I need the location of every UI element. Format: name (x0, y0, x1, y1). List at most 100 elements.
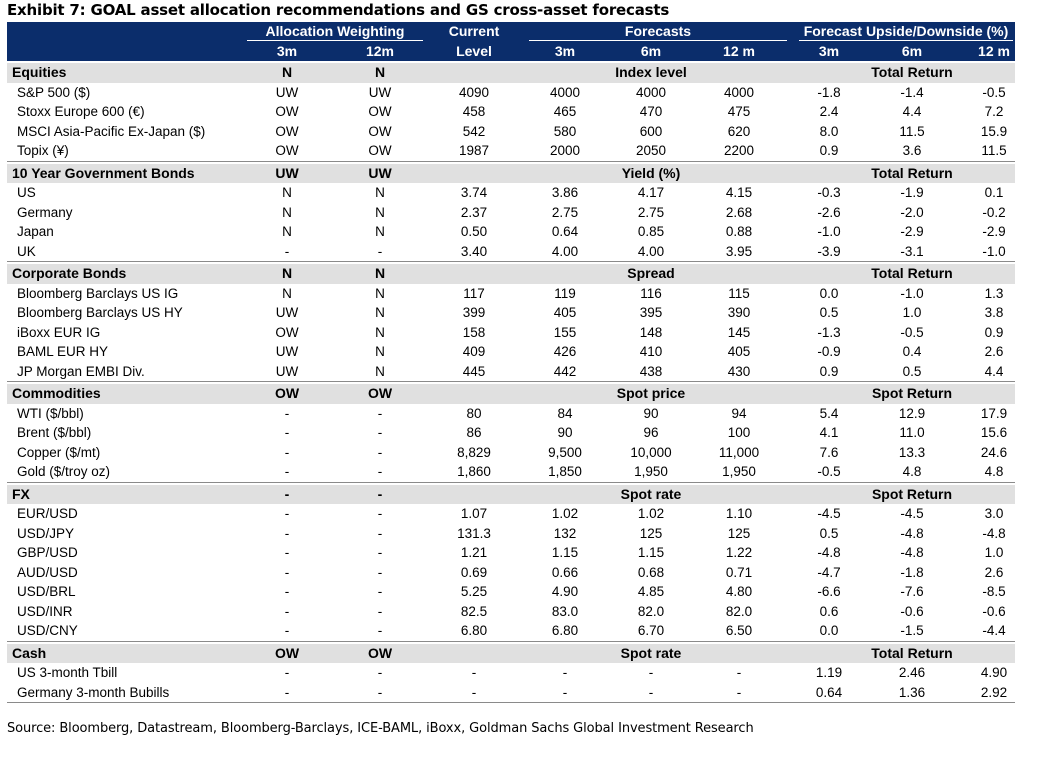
cell: 116 (640, 285, 662, 301)
cell: - (648, 684, 654, 700)
section-forecast-label: Index level (615, 64, 687, 80)
row-label: iBoxx EUR IG (17, 324, 101, 340)
cell: 15.9 (980, 123, 1008, 139)
cell: 1,850 (548, 464, 582, 479)
cell: N (282, 285, 292, 301)
cell: 8,829 (457, 444, 491, 460)
cell: -1.5 (900, 623, 924, 638)
cell: - (377, 405, 383, 421)
cell: -4.7 (817, 564, 841, 580)
cell: 117 (463, 285, 485, 301)
cell: 3.40 (460, 243, 488, 259)
row-label: BAML EUR HY (17, 344, 109, 359)
cell: 84 (557, 405, 573, 421)
row-label: USD/BRL (17, 584, 76, 599)
cell: 0.5 (819, 305, 839, 320)
cell: 2.75 (637, 204, 665, 220)
table-row: USD/JPY - - 131.3 132 125 125 0.5 -4.8 -4.8 (7, 524, 1015, 544)
cell: N (375, 224, 385, 239)
cell: -3.9 (817, 243, 841, 259)
section-forecast-label: Spot rate (620, 485, 682, 502)
cell: 86 (466, 425, 482, 440)
cell: 0.64 (815, 684, 843, 700)
cell: - (377, 584, 383, 599)
table-row: Topix (¥) OW OW 1987 2000 2050 2200 0.9 3.6 11.5 (7, 141, 1015, 161)
section-weight-3m: - (284, 485, 290, 502)
cell: - (471, 684, 477, 700)
header-forecasts: Forecasts (624, 23, 692, 39)
row-label: WTI ($/bbl) (17, 405, 84, 421)
cell: 426 (553, 344, 577, 359)
row-label: AUD/USD (17, 564, 78, 580)
section-name: FX (12, 485, 30, 502)
cell: 5.4 (819, 405, 839, 421)
cell: 82.0 (637, 603, 665, 619)
row-label: Brent ($/bbl) (17, 425, 92, 440)
table-row: EUR/USD - - 1.07 1.02 1.02 1.10 -4.5 -4.5 3.0 (7, 504, 1015, 524)
cell: 0.66 (551, 564, 579, 580)
cell: 3.8 (984, 305, 1004, 320)
cell: OW (368, 143, 392, 158)
header-sub-7: 6m (901, 42, 923, 59)
cell: 155 (553, 324, 577, 340)
cell: 1.36 (898, 684, 926, 700)
cell: 82.0 (725, 603, 753, 619)
cell: 4.15 (725, 185, 753, 200)
section-name: Commodities (12, 385, 101, 401)
header-underline (529, 40, 787, 41)
section-forecast-label: Yield (%) (621, 164, 681, 181)
cell: 24.6 (980, 444, 1008, 460)
cell: N (375, 285, 385, 301)
cell: -4.8 (817, 545, 841, 560)
cell: 1.15 (637, 545, 665, 560)
header-allocation-weighting: Allocation Weighting (265, 23, 405, 39)
cell: 4000 (549, 84, 581, 100)
section-divider (7, 160, 1015, 162)
cell: -0.3 (817, 185, 841, 200)
cell: 430 (727, 363, 751, 379)
cell: -2.0 (900, 204, 924, 220)
cell: 399 (462, 305, 486, 320)
cell: 0.0 (819, 285, 839, 301)
header-sub-3: 3m (554, 42, 576, 59)
cell: 438 (639, 363, 663, 379)
cell: -1.0 (817, 224, 841, 239)
cell: UW (275, 84, 299, 100)
cell: N (375, 344, 385, 359)
cell: N (375, 204, 385, 220)
cell: 4.8 (902, 464, 922, 479)
row-label: Topix (¥) (17, 143, 69, 158)
cell: -0.9 (817, 344, 841, 359)
cell: OW (275, 104, 299, 119)
section-name: Cash (12, 644, 47, 661)
cell: -1.0 (982, 243, 1006, 259)
cell: 13.3 (898, 444, 926, 460)
section-header: Commodities OW OW Spot price Spot Return (7, 384, 1015, 404)
header-sub-4: 6m (640, 42, 662, 59)
cell: 9,500 (548, 444, 582, 460)
cell: 1.21 (460, 545, 488, 560)
cell: 82.5 (460, 603, 488, 619)
cell: 90 (643, 405, 659, 421)
cell: 4.8 (984, 464, 1004, 479)
cell: 2.68 (725, 204, 753, 220)
cell: 542 (462, 123, 486, 139)
cell: 7.2 (984, 104, 1004, 119)
cell: 10,000 (630, 444, 672, 460)
section-weight-3m: UW (275, 164, 299, 181)
cell: 465 (553, 104, 577, 119)
section-return-label: Total Return (871, 164, 953, 181)
cell: 390 (727, 305, 751, 320)
cell: 4.00 (551, 243, 579, 259)
cell: 2000 (549, 143, 581, 158)
cell: 0.9 (819, 143, 839, 158)
table-row: Copper ($/mt) - - 8,829 9,500 10,000 11,000 7.6… (7, 443, 1015, 463)
cell: N (375, 324, 385, 340)
cell: 1.19 (815, 665, 843, 680)
cell: 11.0 (899, 425, 925, 440)
cell: 0.5 (819, 525, 839, 541)
cell: 1.02 (551, 506, 579, 521)
cell: 158 (462, 324, 486, 340)
header-sub-0: 3m (276, 42, 298, 59)
cell: 600 (639, 123, 663, 139)
